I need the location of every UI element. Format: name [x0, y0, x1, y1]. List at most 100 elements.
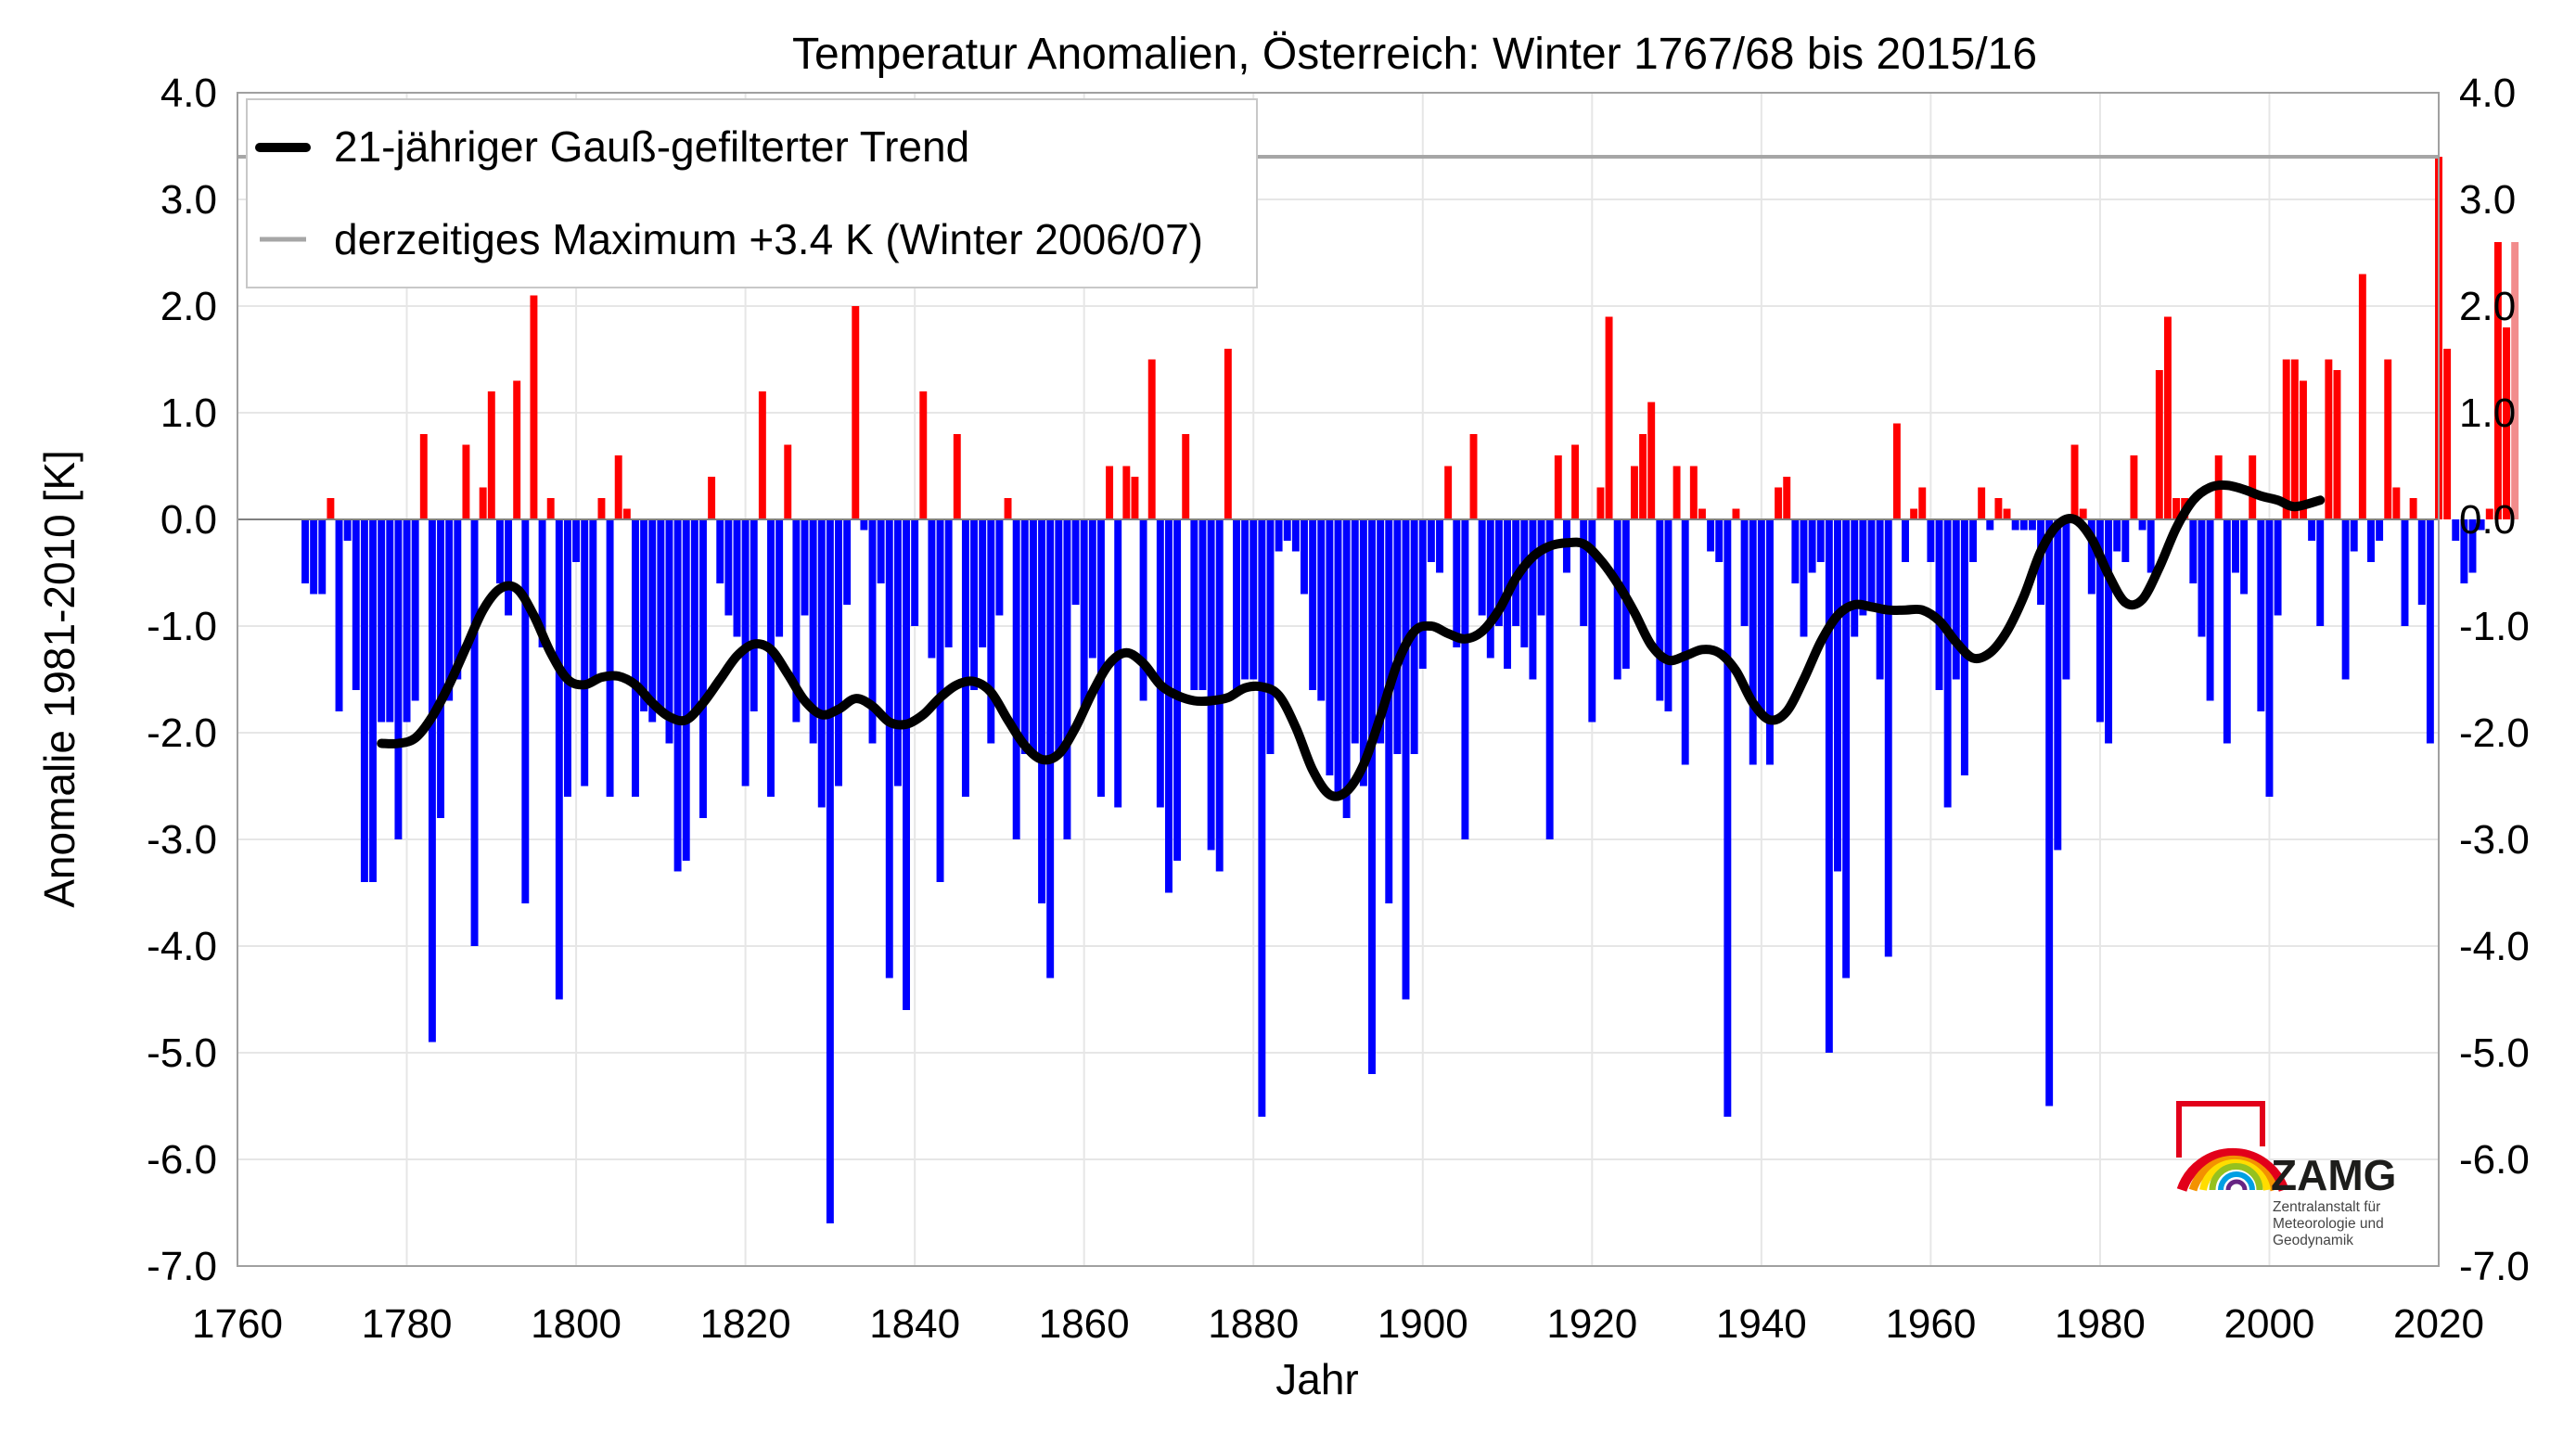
bar-1842 — [928, 519, 936, 659]
bar-2010 — [2350, 519, 2358, 552]
bar-1796 — [538, 519, 546, 647]
bar-1871 — [1173, 519, 1182, 861]
bar-1863 — [1106, 466, 1114, 519]
x-tick-label: 1760 — [192, 1301, 283, 1347]
bar-1781 — [411, 519, 419, 701]
x-tick-labels: 1760 1780 1800 1820 1840 1860 1880 1900 1920 1940… — [192, 1301, 2484, 1347]
bar-2026 — [2485, 508, 2493, 519]
bar-series — [301, 157, 2519, 1223]
bar-1981 — [2105, 519, 2113, 744]
bar-1972 — [2028, 519, 2036, 531]
plot-frame — [237, 92, 2440, 1267]
bar-1989 — [2172, 498, 2181, 519]
bar-1808 — [640, 519, 648, 711]
bar-1845 — [953, 434, 961, 519]
bar-1998 — [2249, 455, 2257, 519]
bar-1870 — [1164, 519, 1173, 893]
y-tick-labels-right: 4.0 3.0 2.0 1.0 0.0 -1.0 -2.0 -3.0 -4.0 -5.0 -6.0 -… — [2459, 70, 2530, 1289]
bar-1968 — [1994, 498, 2003, 519]
bar-1926 — [1639, 434, 1647, 519]
bar-1850 — [995, 519, 1004, 616]
x-tick-label: 1780 — [362, 1301, 453, 1347]
y-tick-label-right: -6.0 — [2459, 1137, 2530, 1183]
bar-1999 — [2257, 519, 2265, 711]
bar-1816 — [708, 477, 716, 519]
bar-1797 — [546, 498, 555, 519]
bar-1824 — [775, 519, 784, 637]
bar-1939 — [1749, 519, 1757, 765]
bar-1841 — [919, 391, 928, 519]
x-tick-label: 1800 — [531, 1301, 622, 1347]
x-tick-label: 1900 — [1378, 1301, 1468, 1347]
bar-1838 — [893, 519, 902, 787]
bar-1934 — [1707, 519, 1715, 552]
x-tick-label: 2020 — [2393, 1301, 2484, 1347]
bar-1970 — [2011, 519, 2019, 531]
bar-1929 — [1664, 519, 1672, 711]
bar-2027 — [2493, 242, 2502, 519]
bar-1795 — [530, 295, 538, 519]
bar-1825 — [784, 444, 792, 519]
bar-1975 — [2054, 519, 2062, 851]
bar-1901 — [1427, 519, 1435, 562]
bar-1921 — [1596, 487, 1605, 519]
bar-1822 — [758, 391, 766, 519]
bar-1984 — [2130, 455, 2138, 519]
y-tick-label-left: 2.0 — [160, 284, 217, 329]
bar-1833 — [852, 306, 860, 519]
bar-1867 — [1139, 519, 1147, 701]
bar-1969 — [2003, 508, 2011, 519]
bar-2009 — [2341, 519, 2350, 680]
bar-1830 — [826, 519, 834, 1223]
bar-1815 — [699, 519, 707, 818]
bar-1831 — [835, 519, 842, 787]
bar-1941 — [1766, 519, 1774, 765]
bar-1891 — [1342, 519, 1351, 818]
bar-2002 — [2282, 359, 2290, 519]
bar-1801 — [581, 519, 589, 787]
bar-1995 — [2223, 519, 2231, 744]
bar-2001 — [2274, 519, 2282, 616]
bar-1942 — [1775, 487, 1783, 519]
bar-1938 — [1740, 519, 1749, 626]
bar-1940 — [1757, 519, 1765, 711]
bar-1839 — [903, 519, 910, 1010]
bar-1834 — [860, 519, 868, 531]
bar-1904 — [1453, 519, 1461, 647]
y-tick-label-right: -3.0 — [2459, 817, 2530, 863]
bar-1930 — [1672, 466, 1681, 519]
bar-1840 — [911, 519, 919, 626]
legend: 21-jähriger Gauß-gefilterter Trend derze… — [246, 98, 1258, 288]
bar-1828 — [809, 519, 817, 744]
bar-1991 — [2189, 519, 2198, 583]
bar-1823 — [767, 519, 775, 797]
bar-1807 — [632, 519, 639, 797]
y-tick-label-left: 4.0 — [160, 70, 217, 116]
x-tick-label: 1820 — [700, 1301, 791, 1347]
bar-1987 — [2155, 370, 2163, 519]
y-axis-label: Anomalie 1981-2010 [K] — [35, 450, 83, 908]
bar-1928 — [1656, 519, 1664, 701]
bar-1967 — [1986, 519, 1994, 531]
bar-1857 — [1055, 519, 1063, 754]
y-tick-label-right: 0.0 — [2459, 497, 2516, 543]
bar-2028 — [2503, 327, 2510, 519]
bar-1791 — [495, 519, 504, 583]
bar-2019 — [2426, 519, 2434, 744]
bar-2023 — [2460, 519, 2468, 583]
bar-1788 — [470, 519, 479, 946]
bar-1887 — [1309, 519, 1317, 690]
bar-2008 — [2333, 370, 2341, 519]
bar-2018 — [2417, 519, 2426, 605]
bar-1768 — [301, 519, 309, 583]
bar-1804 — [606, 519, 614, 797]
bar-2014 — [2384, 359, 2392, 519]
bar-1875 — [1207, 519, 1215, 851]
bar-2025 — [2477, 519, 2485, 531]
x-tick-label: 1960 — [1885, 1301, 1976, 1347]
bar-1890 — [1334, 519, 1342, 797]
bar-1860 — [1080, 519, 1088, 711]
bar-1855 — [1038, 519, 1046, 903]
bar-2003 — [2290, 359, 2299, 519]
bar-1907 — [1478, 519, 1486, 616]
